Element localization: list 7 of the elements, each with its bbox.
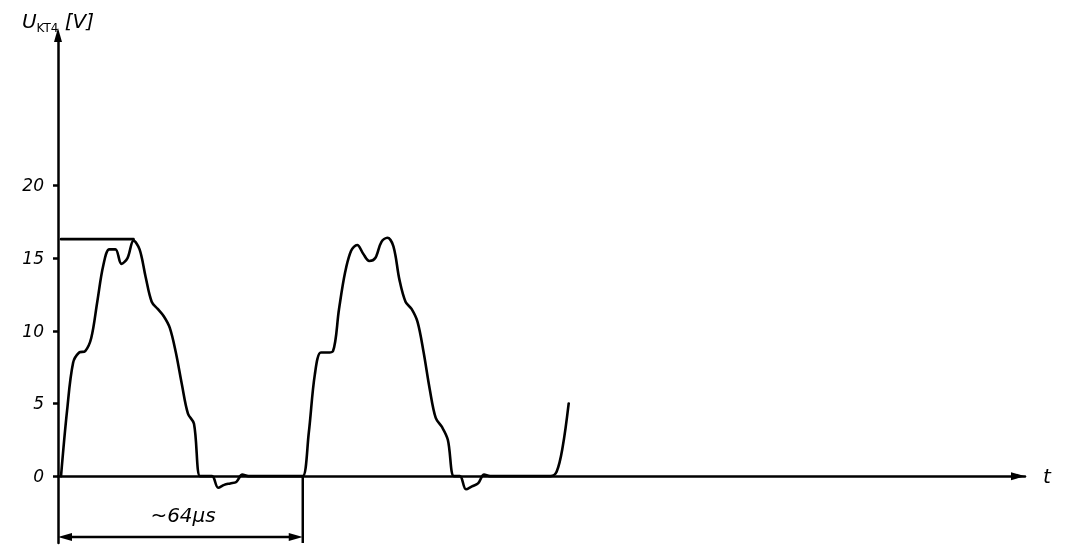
y-tick-label: 20 bbox=[22, 175, 44, 196]
annotation: ~64µs bbox=[150, 503, 216, 527]
y-tick-label: 15 bbox=[22, 248, 44, 269]
x-axis-title: t bbox=[1043, 464, 1052, 489]
y-tick-label: 5 bbox=[33, 393, 44, 414]
y-tick-label: 0 bbox=[33, 466, 44, 487]
y-tick-label: 10 bbox=[22, 320, 44, 341]
